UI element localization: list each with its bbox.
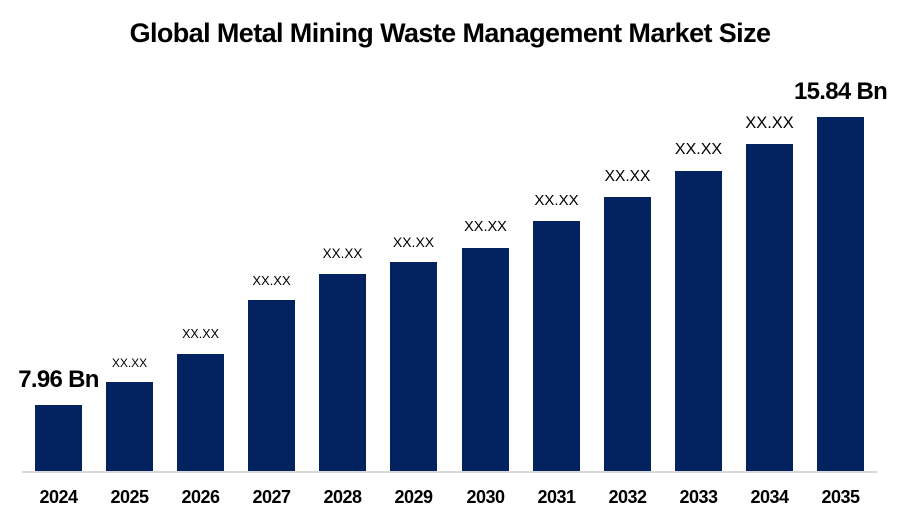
x-tick-2033: 2033 — [679, 487, 718, 507]
x-axis-line — [22, 471, 877, 473]
masked-value-label-2029: XX.XX — [392, 233, 435, 250]
x-tick-2029: 2029 — [394, 487, 433, 507]
x-tick-2031: 2031 — [537, 487, 576, 507]
x-tick-2034: 2034 — [750, 487, 789, 507]
x-tick-2032: 2032 — [608, 487, 647, 507]
bar-2032 — [604, 197, 651, 471]
x-tick-2028: 2028 — [323, 487, 362, 507]
bar-2035 — [817, 117, 864, 471]
masked-value-label-2025: XX.XX — [111, 355, 148, 370]
bar-2026 — [177, 354, 224, 471]
value-label-2035: 15.84 Bn — [793, 77, 888, 105]
x-tick-2024: 2024 — [39, 487, 78, 507]
bar-2024 — [35, 405, 82, 471]
x-tick-2035: 2035 — [821, 487, 860, 507]
x-tick-2027: 2027 — [252, 487, 291, 507]
bar-2028 — [319, 274, 366, 471]
masked-value-label-2030: XX.XX — [464, 219, 507, 236]
masked-value-label-2034: XX.XX — [745, 113, 794, 132]
bar-2027 — [248, 300, 295, 471]
chart-title: Global Metal Mining Waste Management Mar… — [129, 18, 771, 48]
masked-value-label-2026: XX.XX — [182, 327, 219, 342]
x-tick-2026: 2026 — [181, 487, 220, 507]
masked-value-label-2032: XX.XX — [604, 167, 651, 185]
x-tick-2025: 2025 — [110, 487, 149, 507]
masked-value-label-2027: XX.XX — [252, 272, 291, 288]
bar-2025 — [106, 382, 153, 471]
masked-value-label-2028: XX.XX — [322, 246, 363, 262]
masked-value-label-2031: XX.XX — [534, 191, 579, 209]
bar-2031 — [533, 221, 580, 471]
bar-2033 — [675, 171, 722, 471]
bar-2034 — [746, 144, 793, 471]
x-tick-2030: 2030 — [466, 487, 505, 507]
masked-value-label-2033: XX.XX — [674, 141, 723, 159]
bar-2030 — [462, 248, 509, 471]
bar-2029 — [390, 262, 437, 471]
value-label-2024: 7.96 Bn — [18, 365, 99, 393]
